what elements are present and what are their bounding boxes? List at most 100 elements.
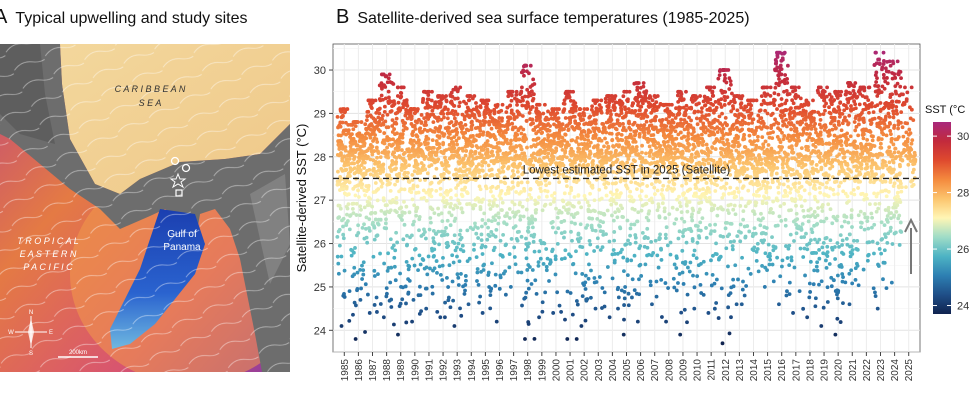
sst-data-point xyxy=(462,249,466,253)
sst-data-point xyxy=(544,247,548,251)
sst-data-point xyxy=(681,271,685,275)
sst-data-point xyxy=(375,140,379,144)
sst-data-point xyxy=(731,107,735,111)
sst-data-point xyxy=(620,248,624,252)
sst-data-point xyxy=(713,282,717,286)
sst-data-point xyxy=(500,116,504,120)
sst-data-point xyxy=(441,256,445,260)
sst-data-point xyxy=(696,241,700,245)
sst-data-point xyxy=(627,292,631,296)
sst-data-point xyxy=(403,121,407,125)
sst-data-point xyxy=(658,216,662,220)
sst-data-point xyxy=(445,276,449,280)
sst-data-point xyxy=(544,183,548,187)
sst-data-point xyxy=(763,285,767,289)
sst-data-point xyxy=(567,127,571,131)
sst-data-point xyxy=(430,99,434,103)
sst-data-point xyxy=(376,199,380,203)
sst-data-point xyxy=(563,191,567,195)
sst-data-point xyxy=(781,137,785,141)
sst-data-point xyxy=(524,64,528,68)
sst-data-point xyxy=(772,279,776,283)
sst-data-point xyxy=(695,117,699,121)
sst-data-point xyxy=(503,269,507,273)
sst-data-point xyxy=(697,154,701,158)
sst-data-point xyxy=(370,153,374,157)
sst-data-point xyxy=(500,189,504,193)
sst-data-point xyxy=(470,144,474,148)
sst-data-point xyxy=(404,285,408,289)
sst-data-point xyxy=(723,98,727,102)
sst-data-point xyxy=(785,289,789,293)
sst-data-point xyxy=(480,154,484,158)
sst-data-point xyxy=(726,68,730,72)
sst-data-point xyxy=(585,107,589,111)
sst-data-point xyxy=(412,203,416,207)
sst-data-point xyxy=(435,271,439,275)
sst-data-point xyxy=(537,315,541,319)
sst-data-point xyxy=(544,203,548,207)
sst-data-point xyxy=(518,218,522,222)
sst-data-point xyxy=(574,249,578,253)
sst-data-point xyxy=(612,123,616,127)
sst-data-point xyxy=(705,272,709,276)
sst-data-point xyxy=(665,225,669,229)
sst-data-point xyxy=(613,106,617,110)
sst-data-point xyxy=(620,138,624,142)
sst-data-point xyxy=(366,110,370,114)
sst-data-point xyxy=(439,273,443,277)
sst-data-point xyxy=(345,107,349,111)
sst-data-point xyxy=(771,263,775,267)
sst-data-point xyxy=(548,124,552,128)
sst-data-point xyxy=(526,180,530,184)
sst-data-point xyxy=(618,227,622,231)
compass-e: E xyxy=(49,330,53,336)
sst-data-point xyxy=(351,207,355,211)
sst-data-point xyxy=(713,189,717,193)
sst-data-point xyxy=(489,287,493,291)
sst-data-point xyxy=(514,145,518,149)
compass-s: S xyxy=(29,351,33,357)
sst-data-point xyxy=(494,273,498,277)
sst-data-point xyxy=(407,291,411,295)
sst-data-point xyxy=(682,97,686,101)
sst-data-point xyxy=(734,195,738,199)
sst-data-point xyxy=(473,203,477,207)
sst-data-point xyxy=(408,210,412,214)
sst-data-point xyxy=(642,123,646,127)
sst-data-point xyxy=(385,203,389,207)
sst-data-point xyxy=(421,97,425,101)
sst-data-point xyxy=(631,101,635,105)
sst-data-point xyxy=(556,216,560,220)
sst-data-point xyxy=(659,278,663,282)
sst-data-point xyxy=(647,209,651,213)
sst-data-point xyxy=(380,117,384,121)
sst-data-point xyxy=(394,160,398,164)
sst-data-point xyxy=(725,95,729,99)
sst-data-point xyxy=(537,195,541,199)
sst-data-point xyxy=(380,185,384,189)
sst-data-point xyxy=(336,170,340,174)
sst-data-point xyxy=(772,103,776,107)
sst-data-point xyxy=(775,256,779,260)
sst-data-point xyxy=(742,137,746,141)
sst-data-point xyxy=(455,206,459,210)
sst-data-point xyxy=(720,286,724,290)
sst-data-point xyxy=(714,147,718,151)
sst-data-point xyxy=(682,220,686,224)
sst-data-point xyxy=(742,115,746,119)
sst-data-point xyxy=(763,251,767,255)
sst-data-point xyxy=(651,98,655,102)
sst-data-point xyxy=(568,121,572,125)
compass-n: N xyxy=(29,310,33,316)
sst-data-point xyxy=(449,223,453,227)
sst-data-point xyxy=(679,131,683,135)
sst-data-point xyxy=(382,131,386,135)
sst-data-point xyxy=(563,149,567,153)
sst-data-point xyxy=(405,98,409,102)
sst-data-point xyxy=(341,114,345,118)
sst-data-point xyxy=(441,112,445,116)
sst-data-point xyxy=(425,199,429,203)
sst-data-point xyxy=(351,127,355,131)
sst-data-point xyxy=(496,103,500,107)
